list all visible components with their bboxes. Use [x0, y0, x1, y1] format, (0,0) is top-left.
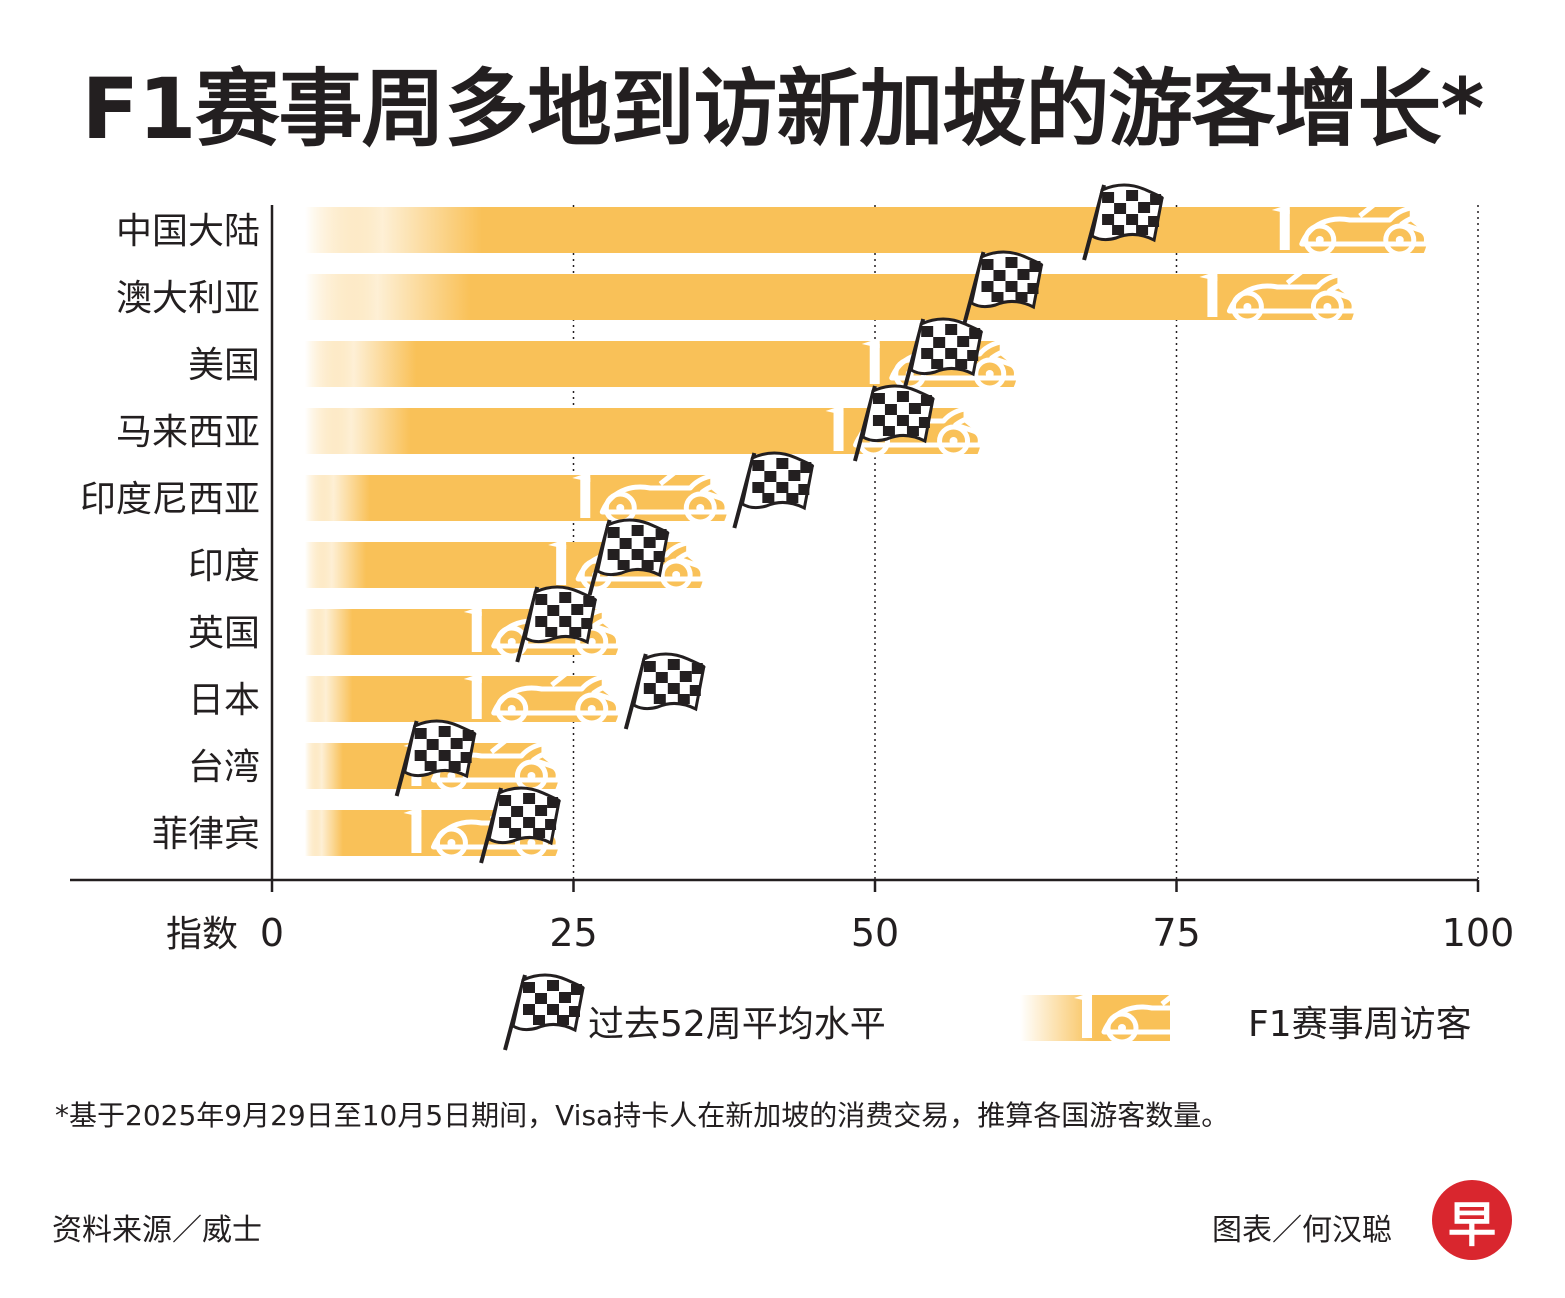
bar-f1-0	[305, 207, 1410, 253]
category-label-2: 美国	[188, 345, 260, 386]
category-label-1: 澳大利亚	[116, 278, 260, 319]
bar-f1-2	[305, 341, 1000, 387]
category-label-7: 日本	[188, 680, 260, 721]
category-label-3: 马来西亚	[116, 412, 260, 453]
category-label-5: 印度	[188, 546, 260, 587]
category-label-9: 菲律宾	[152, 814, 260, 855]
legend-label-f1: F1赛事周访客	[1248, 1004, 1472, 1045]
credit-text: 图表／何汉聪	[1212, 1213, 1392, 1248]
legend-label-average: 过去52周平均水平	[588, 1004, 886, 1045]
footnote: *基于2025年9月29日至10月5日期间，Visa持卡人在新加坡的消费交易，推…	[55, 1099, 1230, 1132]
x-axis-label: 指数	[166, 914, 238, 955]
tick-label-100: 100	[1442, 911, 1515, 955]
category-label-4: 印度尼西亚	[80, 479, 260, 520]
tick-label-50: 50	[851, 911, 899, 955]
zaobao-logo: 早	[1432, 1180, 1512, 1260]
bar-f1-1	[305, 274, 1338, 320]
legend-flag-icon	[503, 973, 586, 1052]
category-label-0: 中国大陆	[116, 211, 260, 252]
flag-icon-avg-7	[623, 652, 706, 731]
chart-title: F1赛事周多地到访新加坡的游客增长*	[81, 60, 1485, 158]
tick-label-0: 0	[260, 911, 284, 955]
tick-label-75: 75	[1152, 911, 1200, 955]
category-label-8: 台湾	[188, 747, 260, 788]
flag-icon-avg-4	[732, 451, 815, 530]
source-text: 资料来源／威士	[52, 1213, 262, 1248]
tick-label-25: 25	[549, 911, 597, 955]
category-label-6: 英国	[188, 613, 260, 654]
